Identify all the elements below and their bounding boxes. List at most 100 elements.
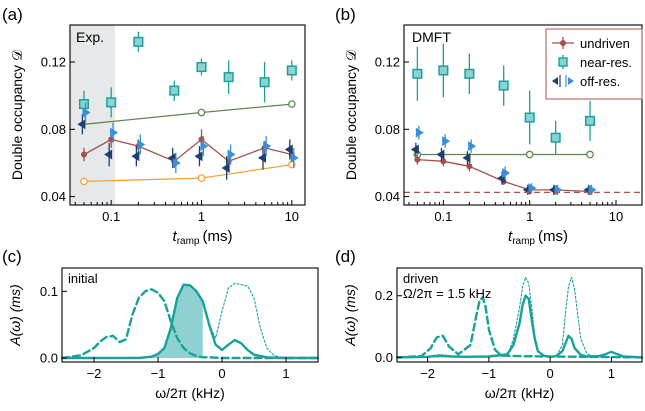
off-res-right-point	[554, 184, 563, 195]
orange_fit-line	[83, 163, 292, 183]
off-res-left-point	[410, 144, 419, 155]
off-res-right-point	[290, 152, 299, 163]
panel-d-ytick-label: 0.0	[375, 350, 393, 365]
off-res-right-point	[110, 127, 119, 138]
near-res-point	[550, 132, 561, 143]
panel-a-xlabel: tramp (ms)	[173, 228, 233, 247]
near-res-point	[78, 99, 90, 110]
panel-b: 0.1 1 10 0.04 0.08 0.12 (b) DMFT Double occup…	[335, 5, 643, 247]
panel-c-xtick-label: 1	[282, 366, 289, 381]
panel-d-ylabel: A(ω) (ms)	[342, 284, 358, 346]
off-res-left-point	[221, 162, 230, 173]
off-res-right-point	[263, 141, 272, 152]
near-res-point	[464, 68, 475, 79]
panel-a-ytick-label: 0.08	[41, 122, 66, 137]
off-res-right-point	[588, 184, 597, 195]
driven-label: driven	[403, 271, 438, 286]
off-res-right-point	[172, 157, 181, 168]
panel-b-xtick-label: 10	[609, 209, 623, 224]
drive-frequency-label: Ω/2π = 1.5 kHz	[403, 286, 491, 301]
panel-c-ytick-label: 0.0	[40, 351, 58, 366]
near-res-point	[584, 115, 596, 126]
panel-d: −2 −1 0 1 0.0 0.2 (d) driven Ω/2π = 1.5 kHz A…	[335, 247, 644, 401]
panel-d-xtick-label: 1	[608, 366, 615, 381]
legend-off-res-marker	[552, 75, 574, 87]
exp-shaded-region	[70, 25, 115, 205]
off-res-left-point	[284, 144, 293, 155]
off-res-right-point	[468, 141, 477, 152]
orange_fit-marker	[197, 174, 206, 182]
near-res-point	[259, 77, 270, 88]
legend-off-res-label: off-res.	[580, 74, 620, 89]
panel-d-ytick-label: 0.2	[375, 288, 393, 303]
near-res-point	[169, 85, 180, 96]
near-res-point	[223, 72, 234, 83]
solid-spectral-line	[395, 294, 644, 359]
off-res-right-point	[137, 139, 146, 150]
green_fit-marker	[287, 100, 296, 108]
near-res-point	[196, 62, 207, 73]
panel-b-ylabel: Double occupancy 𝒟	[343, 49, 359, 180]
near-res-point	[133, 36, 144, 47]
panel-c-xtick-label: 0	[218, 366, 225, 381]
panel-c-frame	[61, 267, 319, 363]
near-res-point	[106, 97, 117, 108]
green_fit-marker	[525, 150, 534, 159]
panel-c-ylabel: A(ω) (ms)	[7, 284, 23, 346]
panel-c-xtick-label: −1	[151, 366, 166, 381]
off-res-right-point	[415, 127, 424, 138]
undriven-point	[80, 151, 87, 158]
undriven-line	[83, 138, 292, 163]
panel-c-xlabel: ω/2π (kHz)	[155, 385, 225, 401]
panel-d-xlabel: ω/2π (kHz)	[485, 385, 555, 401]
off-res-left-point	[258, 152, 267, 163]
off-res-left-point	[77, 119, 86, 130]
panel-c-xtick-label: −2	[87, 366, 102, 381]
legend-undriven-marker	[552, 37, 574, 49]
panel-c-letter: (c)	[2, 247, 22, 266]
initial-label: initial	[68, 271, 98, 286]
off-res-left-point	[462, 152, 471, 163]
exp-label: Exp.	[76, 29, 104, 45]
off-res-right-point	[502, 168, 511, 179]
panel-d-xtick-label: −1	[481, 366, 496, 381]
panel-b-frame	[403, 24, 643, 206]
panel-d-frame	[396, 267, 643, 363]
orange_fit-marker	[80, 177, 88, 186]
off-res-right-point	[200, 141, 209, 152]
off-res-right-point	[528, 183, 537, 194]
dashed-spectral-line	[60, 288, 320, 360]
legend: undriven near-res. off-res.	[545, 28, 643, 100]
green_fit-marker	[197, 108, 206, 117]
panel-a-ylabel: Double occupancy 𝒟	[9, 49, 25, 180]
off-res-left-point	[436, 149, 445, 160]
panel-a-letter: (a)	[2, 5, 23, 24]
off-res-right-point	[227, 149, 236, 160]
panel-a-xtick-label: 0.1	[102, 209, 120, 224]
panel-b-xtick-label: 0.1	[434, 209, 452, 224]
solid-spectral-line	[60, 283, 320, 360]
panel-d-letter: (d)	[335, 247, 356, 266]
panel-c: −2 −1 0 1 0.0 0.1 (c) initial A(ω) (ms) ω/2π …	[2, 247, 320, 401]
off-res-left-point	[104, 149, 113, 160]
panel-a-ytick-label: 0.04	[41, 189, 66, 204]
dmft-label: DMFT	[412, 29, 451, 45]
panel-d-xtick-label: −2	[420, 366, 435, 381]
panel-b-ytick-label: 0.04	[375, 189, 400, 204]
undriven-point	[414, 156, 421, 163]
near-res-point	[438, 65, 449, 76]
panel-a-xtick-label: 1	[198, 209, 205, 224]
undriven-point	[466, 163, 473, 170]
off-res-right-point	[442, 136, 451, 147]
panel-b-xlabel: tramp (ms)	[508, 228, 568, 247]
off-res-left-point	[131, 151, 140, 162]
legend-near-res-marker	[558, 55, 568, 69]
off-res-right-point	[82, 107, 91, 118]
panel-b-xtick-label: 1	[526, 209, 533, 224]
panel-a: 0.1 1 10 0.04 0.08 0.12 (a) Exp. Double occup…	[2, 5, 306, 247]
green_fit-marker	[586, 150, 594, 159]
legend-near-res-label: near-res.	[580, 55, 632, 70]
panel-b-letter: (b)	[335, 5, 356, 24]
near-res-point	[412, 68, 423, 79]
